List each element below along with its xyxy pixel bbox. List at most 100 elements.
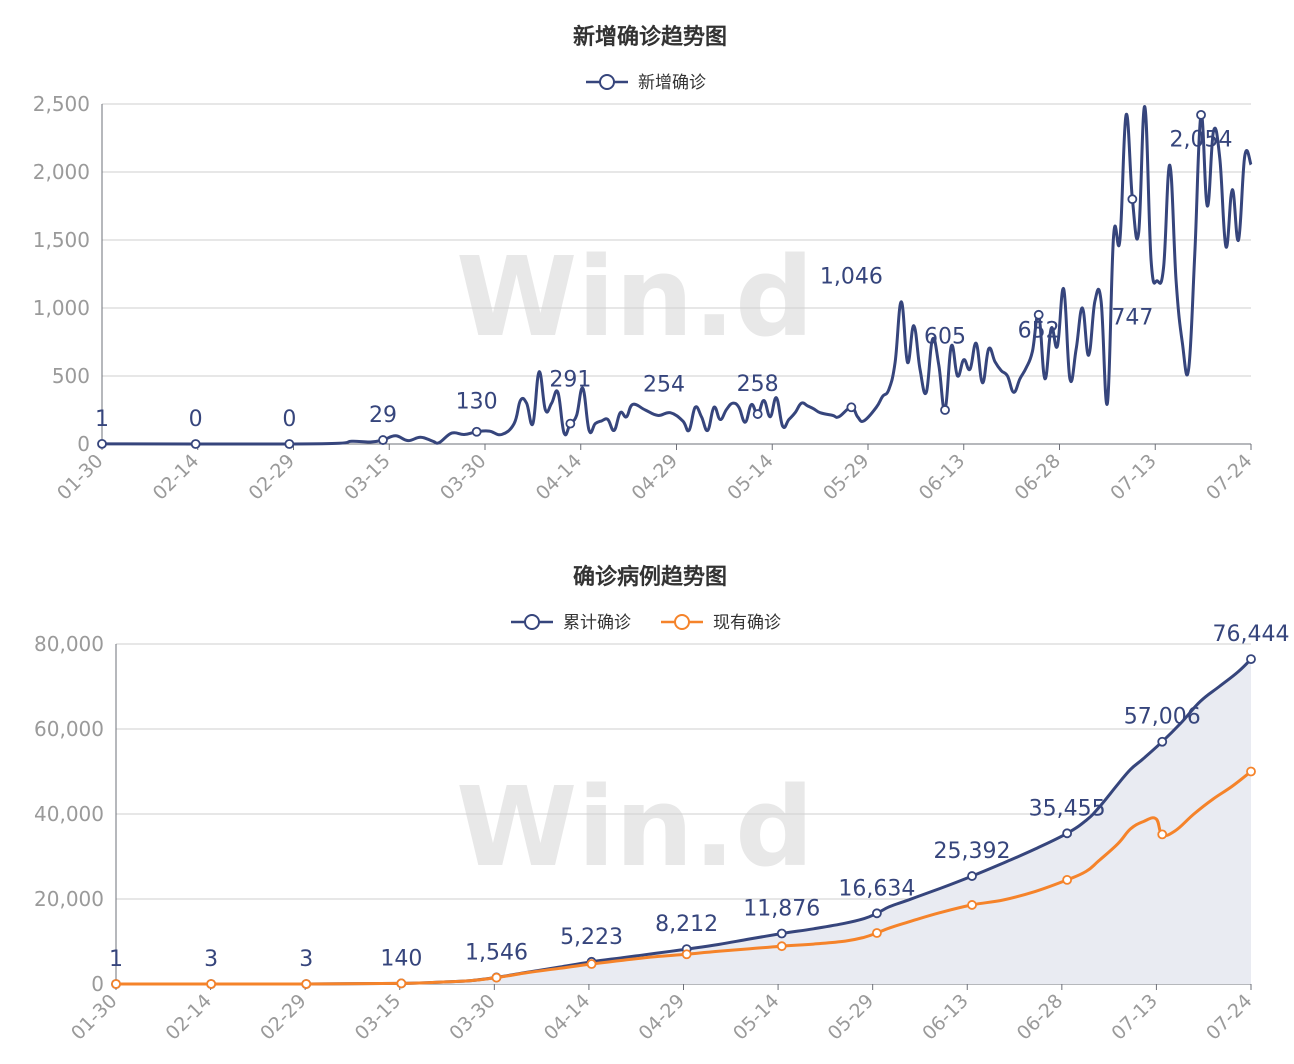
- x-tick-label: 01-30: [53, 450, 108, 505]
- legend-item: 现有确诊: [661, 613, 781, 633]
- data-point: [681, 949, 692, 960]
- x-tick-label: 02-14: [149, 450, 204, 505]
- data-label: 258: [737, 372, 779, 397]
- x-tick-label: 05-29: [819, 450, 874, 505]
- x-tick-label: 05-14: [729, 990, 784, 1045]
- data-label: 0: [282, 407, 296, 432]
- chart-title: 确诊病例趋势图: [573, 564, 727, 590]
- x-tick-label: 04-29: [627, 450, 682, 505]
- y-tick-label: 80,000: [34, 632, 104, 656]
- x-tick-label: 07-24: [1202, 450, 1257, 505]
- data-point: [752, 409, 763, 419]
- legend-label: 新增确诊: [638, 73, 706, 93]
- data-label: 140: [380, 946, 422, 971]
- legend-marker: [524, 614, 540, 630]
- data-point: [1157, 829, 1168, 840]
- legend-label: 累计确诊: [563, 613, 631, 633]
- data-point: [396, 978, 407, 989]
- data-point: [967, 871, 977, 881]
- data-label: 291: [549, 367, 591, 392]
- data-point: [1196, 109, 1206, 120]
- data-label: 1,046: [820, 265, 883, 290]
- data-point: [1127, 194, 1138, 205]
- y-tick-label: 2,500: [33, 92, 90, 116]
- x-tick-label: 03-30: [436, 450, 491, 505]
- data-point: [1062, 874, 1073, 885]
- y-tick-label: 1,500: [33, 228, 90, 252]
- data-point: [471, 426, 482, 437]
- series-area: [116, 659, 1251, 985]
- data-point: [586, 959, 597, 969]
- y-tick-label: 40,000: [34, 802, 104, 826]
- y-tick-label: 60,000: [34, 717, 104, 741]
- data-label: 254: [643, 372, 685, 397]
- x-tick-label: 04-14: [532, 450, 587, 505]
- y-tick-label: 1,000: [33, 296, 90, 320]
- data-point: [301, 979, 312, 989]
- x-tick-label: 06-13: [918, 990, 973, 1045]
- data-label: 3: [204, 947, 218, 972]
- legend-label: 现有确诊: [713, 613, 781, 633]
- x-tick-label: 06-28: [1010, 450, 1065, 505]
- y-tick-label: 20,000: [34, 887, 104, 911]
- data-point: [565, 418, 576, 429]
- data-label: 57,006: [1124, 705, 1201, 730]
- data-label: 0: [189, 407, 203, 432]
- data-label: 1: [109, 947, 123, 972]
- data-point: [97, 438, 107, 449]
- y-tick-label: 500: [52, 364, 90, 388]
- data-label: 8,212: [655, 912, 718, 937]
- data-point: [776, 941, 787, 952]
- data-label: 1,546: [465, 940, 528, 965]
- data-point: [846, 402, 857, 413]
- watermark: Win.d: [456, 763, 814, 891]
- data-point: [871, 908, 882, 919]
- data-point: [776, 928, 787, 939]
- data-point: [871, 928, 882, 938]
- watermark: Win.d: [456, 233, 814, 361]
- data-label: 25,392: [934, 839, 1011, 864]
- x-tick-label: 06-13: [915, 450, 970, 505]
- y-tick-label: 2,000: [33, 160, 90, 184]
- x-tick-label: 05-29: [824, 990, 879, 1045]
- x-tick-label: 03-15: [351, 990, 406, 1045]
- data-label: 747: [1111, 305, 1153, 330]
- x-tick-label: 03-15: [340, 450, 395, 505]
- x-tick-label: 01-30: [67, 990, 122, 1045]
- data-label: 1: [95, 407, 109, 432]
- data-point: [967, 900, 977, 910]
- data-label: 2,054: [1170, 128, 1233, 153]
- data-label: 11,876: [743, 897, 820, 922]
- data-point: [206, 979, 217, 989]
- data-point: [491, 972, 502, 983]
- data-point: [1033, 309, 1044, 320]
- data-label: 605: [924, 325, 966, 350]
- data-label: 76,444: [1213, 622, 1290, 647]
- y-tick-label: 0: [77, 432, 90, 456]
- x-tick-label: 04-14: [540, 990, 595, 1045]
- chart-title: 新增确诊趋势图: [573, 24, 727, 50]
- legend-item: 累计确诊: [511, 613, 631, 633]
- data-label: 3: [299, 947, 313, 972]
- x-tick-label: 02-29: [256, 990, 311, 1045]
- x-tick-label: 03-30: [445, 990, 500, 1045]
- legend-marker: [599, 74, 615, 90]
- data-point: [284, 439, 295, 449]
- data-point: [378, 435, 388, 445]
- y-tick-label: 0: [91, 972, 104, 996]
- data-point: [190, 439, 201, 449]
- x-tick-label: 06-28: [1013, 990, 1068, 1045]
- data-label: 35,455: [1029, 796, 1106, 821]
- data-point: [940, 405, 950, 415]
- x-tick-label: 05-14: [723, 450, 778, 505]
- data-label: 29: [369, 403, 397, 428]
- x-tick-label: 07-13: [1106, 450, 1161, 505]
- data-label: 16,634: [838, 876, 915, 901]
- data-label: 130: [456, 389, 498, 414]
- x-tick-label: 07-24: [1202, 990, 1257, 1045]
- data-point: [1246, 654, 1256, 665]
- data-point: [111, 979, 121, 989]
- x-tick-label: 07-13: [1107, 990, 1162, 1045]
